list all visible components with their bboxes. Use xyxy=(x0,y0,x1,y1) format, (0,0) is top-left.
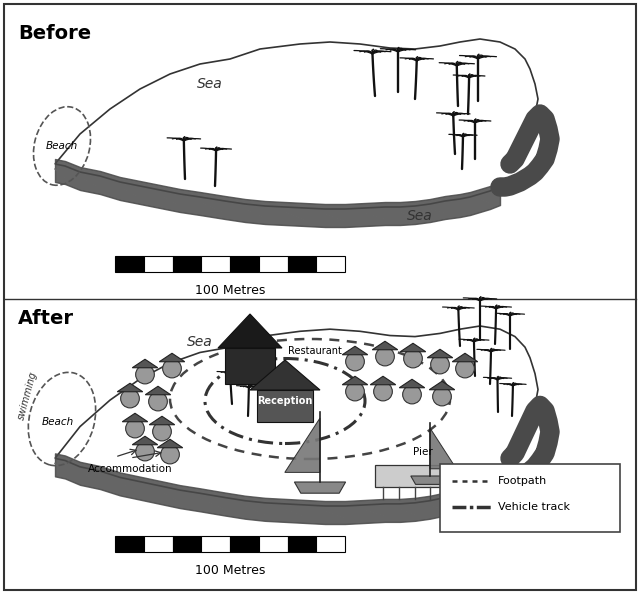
Text: Vehicle track: Vehicle track xyxy=(498,502,570,512)
Circle shape xyxy=(433,387,451,406)
Circle shape xyxy=(136,365,154,384)
Text: Sea: Sea xyxy=(187,335,213,349)
Bar xyxy=(144,536,173,552)
Polygon shape xyxy=(452,353,477,362)
Text: After: After xyxy=(18,309,74,328)
Circle shape xyxy=(161,445,179,464)
Bar xyxy=(230,536,259,552)
Circle shape xyxy=(404,349,422,368)
Circle shape xyxy=(136,442,154,461)
Text: Beach: Beach xyxy=(42,417,74,427)
Polygon shape xyxy=(294,482,346,493)
Polygon shape xyxy=(55,326,550,506)
Bar xyxy=(259,256,287,272)
Circle shape xyxy=(148,392,167,411)
Text: Reception: Reception xyxy=(257,396,313,406)
Bar xyxy=(230,256,259,272)
Text: Restaurant: Restaurant xyxy=(288,346,342,356)
Bar xyxy=(225,348,275,384)
Circle shape xyxy=(403,385,421,404)
Bar xyxy=(201,256,230,272)
Bar xyxy=(257,390,313,422)
Polygon shape xyxy=(342,376,368,385)
Bar xyxy=(115,536,144,552)
Bar xyxy=(375,465,470,487)
Polygon shape xyxy=(55,39,550,209)
Polygon shape xyxy=(117,383,143,392)
Circle shape xyxy=(376,347,394,366)
Text: Sea: Sea xyxy=(197,77,223,91)
Circle shape xyxy=(346,352,364,371)
Text: swimming: swimming xyxy=(17,371,39,421)
Polygon shape xyxy=(411,476,449,484)
Polygon shape xyxy=(285,418,320,472)
Text: Accommodation: Accommodation xyxy=(88,464,173,474)
Polygon shape xyxy=(132,359,157,368)
Text: Beach: Beach xyxy=(46,141,78,151)
Circle shape xyxy=(346,382,364,401)
Bar xyxy=(440,464,620,532)
Circle shape xyxy=(125,419,145,438)
Polygon shape xyxy=(149,416,175,425)
Polygon shape xyxy=(372,341,397,350)
Circle shape xyxy=(431,355,449,374)
Text: Sea: Sea xyxy=(407,209,433,223)
Polygon shape xyxy=(218,314,282,348)
Circle shape xyxy=(374,382,392,401)
Bar xyxy=(173,256,201,272)
Polygon shape xyxy=(429,381,455,390)
Polygon shape xyxy=(157,439,183,448)
Polygon shape xyxy=(342,346,368,355)
Bar xyxy=(316,256,345,272)
Polygon shape xyxy=(145,386,171,395)
Circle shape xyxy=(153,422,172,441)
Bar xyxy=(287,256,316,272)
Bar xyxy=(173,536,201,552)
Polygon shape xyxy=(371,376,396,385)
Text: Before: Before xyxy=(18,24,91,43)
Polygon shape xyxy=(430,428,456,469)
Circle shape xyxy=(121,389,140,408)
Polygon shape xyxy=(122,413,148,422)
Circle shape xyxy=(163,359,181,378)
Polygon shape xyxy=(428,349,452,358)
Text: Pier: Pier xyxy=(413,447,433,457)
Polygon shape xyxy=(400,343,426,352)
Bar xyxy=(144,256,173,272)
Text: Footpath: Footpath xyxy=(498,476,547,486)
Bar xyxy=(115,256,144,272)
Bar xyxy=(201,536,230,552)
Polygon shape xyxy=(159,353,185,362)
Bar xyxy=(259,536,287,552)
Polygon shape xyxy=(250,360,320,390)
Circle shape xyxy=(456,359,474,378)
Bar xyxy=(316,536,345,552)
Polygon shape xyxy=(399,379,425,388)
Polygon shape xyxy=(132,436,157,445)
Bar xyxy=(287,536,316,552)
Text: 100 Metres: 100 Metres xyxy=(195,564,265,577)
Text: 100 Metres: 100 Metres xyxy=(195,284,265,297)
